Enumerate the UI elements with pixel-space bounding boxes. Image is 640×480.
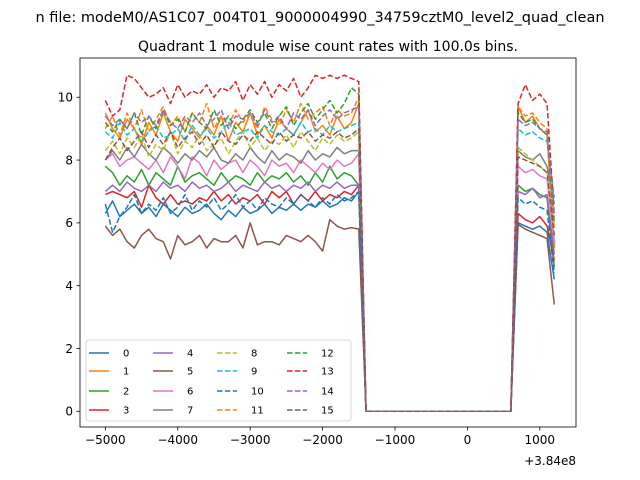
legend-label-11: 11 (251, 406, 264, 417)
legend-label-7: 7 (187, 406, 193, 417)
x-tick-label: 1000 (525, 433, 556, 447)
legend-label-6: 6 (187, 387, 193, 398)
legend-label-12: 12 (321, 349, 334, 360)
chart-title: Quadrant 1 module wise count rates with … (138, 39, 518, 55)
legend-label-10: 10 (251, 387, 264, 398)
y-tick-label: 8 (65, 153, 73, 167)
y-tick-label: 2 (65, 342, 73, 356)
series-line-15 (104, 127, 556, 413)
x-tick-label: −5000 (85, 433, 126, 447)
x-tick-label: −3000 (230, 433, 271, 447)
figure-suptitle: n file: modeM0/AS1C07_004T01_9000004990_… (35, 10, 604, 26)
legend-label-14: 14 (321, 387, 334, 398)
series-lines (104, 74, 556, 413)
x-offset-label: +3.84e8 (524, 454, 576, 468)
legend-label-5: 5 (187, 367, 193, 378)
legend-box (85, 339, 352, 422)
y-tick-label: 10 (58, 91, 73, 105)
y-tick-label: 0 (65, 405, 73, 419)
legend-label-15: 15 (321, 406, 334, 417)
legend-label-4: 4 (187, 349, 193, 360)
plot-area (104, 74, 556, 413)
x-tick-label: −2000 (302, 433, 343, 447)
y-tick-label: 6 (65, 216, 73, 230)
legend-label-9: 9 (251, 367, 257, 378)
legend-label-2: 2 (123, 387, 129, 398)
y-tick-label: 4 (65, 279, 73, 293)
legend-label-13: 13 (321, 367, 334, 378)
legend-label-1: 1 (123, 367, 129, 378)
x-tick-label: −1000 (375, 433, 416, 447)
legend-label-0: 0 (123, 349, 129, 360)
legend-label-3: 3 (123, 406, 129, 417)
axes-frame (79, 57, 577, 428)
x-tick-label: −4000 (157, 433, 198, 447)
x-tick-label: 0 (464, 433, 472, 447)
legend-label-8: 8 (251, 349, 257, 360)
